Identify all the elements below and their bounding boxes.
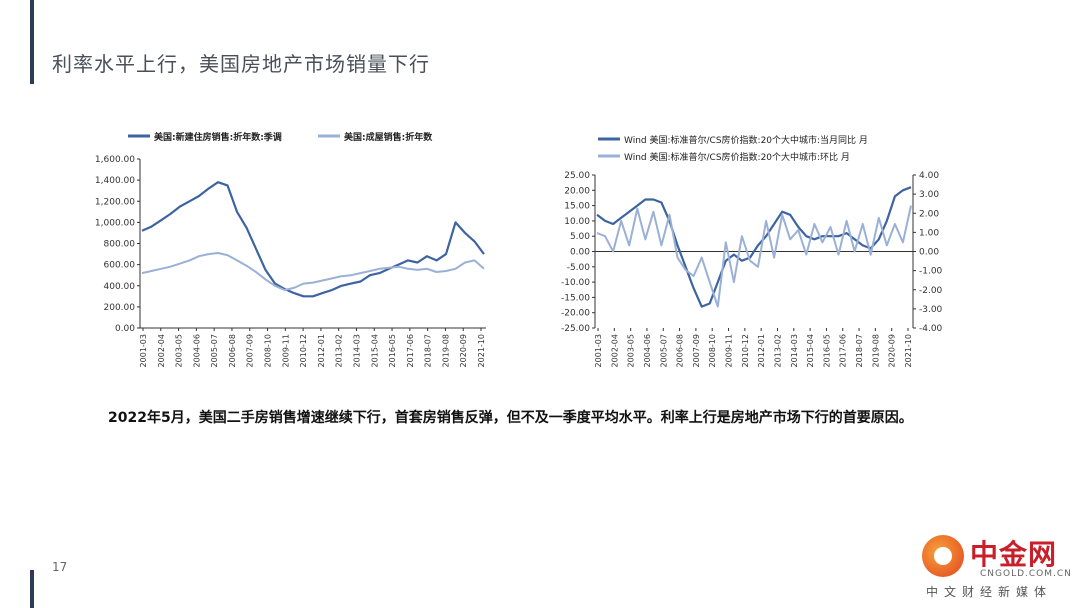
x-tick-label: 2008-10 xyxy=(264,334,273,367)
x-tick-label: 2012-01 xyxy=(317,334,326,367)
x-tick-label: 2021-10 xyxy=(904,334,913,367)
x-tick-label: 2017-06 xyxy=(406,334,415,367)
logo-url: CNGOLD.COM.CN xyxy=(980,569,1072,579)
x-tick-label: 2004-06 xyxy=(643,334,652,367)
x-tick-label: 2016-05 xyxy=(388,334,397,367)
left-chart: 美国:新建住房销售:折年数:季调 美国:成屋销售:折年数 1,600.00 1,400… xyxy=(95,131,486,367)
series-line xyxy=(141,181,485,298)
series-line xyxy=(141,252,485,291)
y-tick-label: -15.00 xyxy=(561,293,590,303)
x-tick-label: 2020-09 xyxy=(459,334,468,367)
y-right-tick-label: -2.00 xyxy=(919,286,943,296)
x-tick-label: 2020-09 xyxy=(888,334,897,367)
right-chart: Wind 美国:标准普尔/CS房价指数:20个大中城市:当月同比 月 Wind 美… xyxy=(561,134,943,367)
y-tick-label: -5.00 xyxy=(567,263,591,273)
x-tick-label: 2019-08 xyxy=(441,334,450,367)
legend-label: 美国:新建住房销售:折年数:季调 xyxy=(154,131,282,143)
x-tick-label: 2010-12 xyxy=(299,334,308,367)
logo-name: 中金网 xyxy=(970,538,1058,571)
x-tick-label: 2004-06 xyxy=(192,334,201,367)
x-tick-label: 2014-03 xyxy=(352,334,361,367)
y-right-tick-label: -1.00 xyxy=(919,267,943,277)
x-tick-label: 2010-12 xyxy=(741,334,750,367)
x-tick-label: 2003-05 xyxy=(627,334,636,367)
slide-body-text: 2022年5月，美国二手房销售增速继续下行，首套房销售反弹，但不及一季度平均水平… xyxy=(108,410,913,426)
x-tick-label: 2015-04 xyxy=(806,334,815,367)
y-tick-label: 10.00 xyxy=(564,217,590,227)
x-tick-label: 2006-08 xyxy=(676,334,685,367)
x-tick-label: 2013-02 xyxy=(335,334,344,367)
slide-title: 利率水平上行，美国房地产市场销量下行 xyxy=(52,52,430,76)
y-tick-label: 15.00 xyxy=(564,202,590,212)
x-tick-label: 2002-04 xyxy=(610,334,619,367)
x-tick-label: 2007-09 xyxy=(692,334,701,367)
x-tick-label: 2017-06 xyxy=(839,334,848,367)
x-tick-label: 2005-07 xyxy=(210,334,219,367)
top-accent-bar xyxy=(30,0,34,84)
x-tick-label: 2018-07 xyxy=(855,334,864,367)
y-tick-label: 1,400.00 xyxy=(95,176,135,186)
x-tick-label: 2012-01 xyxy=(757,334,766,367)
x-tick-label: 2001-03 xyxy=(594,334,603,367)
y-tick-label: 1,000.00 xyxy=(95,218,135,228)
x-tick-label: 2006-08 xyxy=(228,334,237,367)
x-tick-label: 2014-03 xyxy=(790,334,799,367)
legend-label: Wind 美国:标准普尔/CS房价指数:20个大中城市:当月同比 月 xyxy=(624,134,868,146)
y-right-tick-label: 0.00 xyxy=(919,248,939,258)
y-tick-label: -20.00 xyxy=(561,309,590,319)
y-tick-label: 200.00 xyxy=(104,303,136,313)
y-right-tick-label: 2.00 xyxy=(919,209,939,219)
x-tick-label: 2007-09 xyxy=(246,334,255,367)
y-tick-label: 0.00 xyxy=(570,248,590,258)
cngold-logo: 中金网 CNGOLD.COM.CN 中文财经新媒体 xyxy=(918,533,1078,603)
page-number: 17 xyxy=(52,560,68,574)
x-tick-label: 2002-04 xyxy=(157,334,166,367)
x-tick-label: 2005-07 xyxy=(659,334,668,367)
series-line xyxy=(596,205,912,308)
x-tick-label: 2019-08 xyxy=(871,334,880,367)
y-tick-label: 0.00 xyxy=(115,324,135,334)
y-tick-label: 800.00 xyxy=(104,240,136,250)
y-tick-label: 1,200.00 xyxy=(95,197,135,207)
logo-circle-icon xyxy=(922,535,964,577)
x-tick-label: 2009-11 xyxy=(725,334,734,367)
x-tick-label: 2016-05 xyxy=(822,334,831,367)
x-tick-label: 2015-04 xyxy=(370,334,379,367)
y-tick-label: -25.00 xyxy=(561,324,590,334)
y-tick-label: 20.00 xyxy=(564,186,590,196)
y-right-tick-label: -4.00 xyxy=(919,324,943,334)
y-tick-label: 1,600.00 xyxy=(95,155,135,165)
x-tick-label: 2021-10 xyxy=(477,334,486,367)
y-tick-label: 5.00 xyxy=(570,232,590,242)
y-right-tick-label: 4.00 xyxy=(919,171,939,181)
bottom-accent-bar xyxy=(30,570,34,608)
y-tick-label: -10.00 xyxy=(561,278,590,288)
y-tick-label: 400.00 xyxy=(104,282,136,292)
x-tick-label: 2013-02 xyxy=(773,334,782,367)
x-tick-label: 2001-03 xyxy=(139,334,148,367)
y-right-tick-label: 3.00 xyxy=(919,190,939,200)
y-right-tick-label: -3.00 xyxy=(919,305,943,315)
y-tick-label: 25.00 xyxy=(564,171,590,181)
legend-label: 美国:成屋销售:折年数 xyxy=(344,131,433,143)
x-tick-label: 2009-11 xyxy=(281,334,290,367)
x-tick-label: 2003-05 xyxy=(175,334,184,367)
x-tick-label: 2008-10 xyxy=(708,334,717,367)
y-tick-label: 600.00 xyxy=(104,261,136,271)
series-line xyxy=(596,186,912,308)
legend-label: Wind 美国:标准普尔/CS房价指数:20个大中城市:环比 月 xyxy=(624,151,850,163)
y-right-tick-label: 1.00 xyxy=(919,228,939,238)
logo-tagline: 中文财经新媒体 xyxy=(926,585,1053,599)
x-tick-label: 2018-07 xyxy=(424,334,433,367)
